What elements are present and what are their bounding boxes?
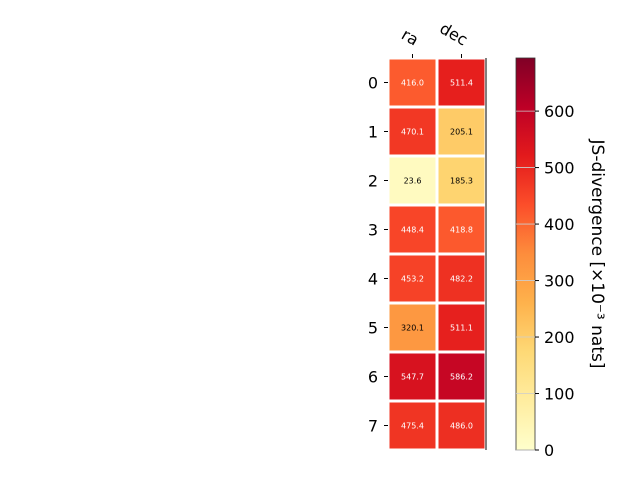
heatmap-cell-label: 23.6 [404, 177, 422, 186]
y-tick-label: 7 [368, 417, 378, 436]
heatmap-cell-label: 185.3 [450, 177, 473, 186]
y-tick-label: 2 [368, 172, 378, 191]
heatmap-cell [389, 255, 436, 302]
heatmap-cell [438, 59, 485, 106]
y-axis-ticks: 0 1 2 3 4 5 6 7 [368, 74, 388, 436]
y-tick-label: 6 [368, 368, 378, 387]
heatmap-cell [438, 206, 485, 253]
heatmap-cells [389, 59, 485, 449]
y-tick-label: 5 [368, 319, 378, 338]
heatmap-cell-label: 448.4 [401, 226, 424, 235]
x-axis-ticks: ra dec [398, 19, 471, 58]
heatmap-cell [389, 353, 436, 400]
heatmap-cell-label: 205.1 [450, 128, 473, 137]
colorbar-tick-label: 0 [544, 441, 554, 460]
heatmap-cell-label: 547.7 [401, 373, 424, 382]
colorbar-tick-label: 600 [544, 102, 575, 121]
colorbar-tick-label: 300 [544, 272, 575, 291]
y-tick-label: 3 [368, 221, 378, 240]
heatmap-cell-label: 418.8 [450, 226, 473, 235]
heatmap-cell [389, 59, 436, 106]
heatmap-cell-label: 586.2 [450, 373, 473, 382]
heatmap-cell [389, 402, 436, 449]
heatmap-cell-label: 486.0 [450, 422, 473, 431]
colorbar-tick-label: 400 [544, 215, 575, 234]
heatmap-cell-label: 320.1 [401, 324, 424, 333]
heatmap-cell [438, 304, 485, 351]
colorbar-tick-label: 200 [544, 328, 575, 347]
x-tick-label: dec [437, 19, 471, 50]
y-tick-label: 1 [368, 123, 378, 142]
heatmap-cell [389, 206, 436, 253]
x-tick-label: ra [398, 25, 422, 50]
heatmap-cell-label: 511.1 [450, 324, 473, 333]
heatmap-cell [438, 255, 485, 302]
heatmap-cell [438, 157, 485, 204]
heatmap-cell-label: 482.2 [450, 275, 473, 284]
heatmap-cell-label: 453.2 [401, 275, 424, 284]
heatmap-cell-label: 470.1 [401, 128, 424, 137]
colorbar-tick-label: 100 [544, 385, 575, 404]
heatmap-cell-label: 475.4 [401, 422, 424, 431]
heatmap-cell [438, 108, 485, 155]
y-tick-label: 4 [368, 270, 378, 289]
heatmap-cell [389, 304, 436, 351]
heatmap-cell-label: 511.4 [450, 79, 473, 88]
heatmap-cell-labels: 416.0 511.4 470.1 205.1 23.6 185.3 448.4 418.8 4… [401, 79, 473, 431]
colorbar-ticks: 0 100 200 300 400 500 600 [516, 102, 575, 460]
heatmap-cell [389, 157, 436, 204]
heatmap-cell [389, 108, 436, 155]
heatmap-cell [438, 353, 485, 400]
heatmap-cell [438, 402, 485, 449]
heatmap-cell-label: 416.0 [401, 79, 424, 88]
y-tick-label: 0 [368, 74, 378, 93]
colorbar [515, 57, 536, 451]
colorbar-label: JS-divergence [×10⁻³ nats] [587, 139, 607, 369]
colorbar-tick-label: 500 [544, 159, 575, 178]
